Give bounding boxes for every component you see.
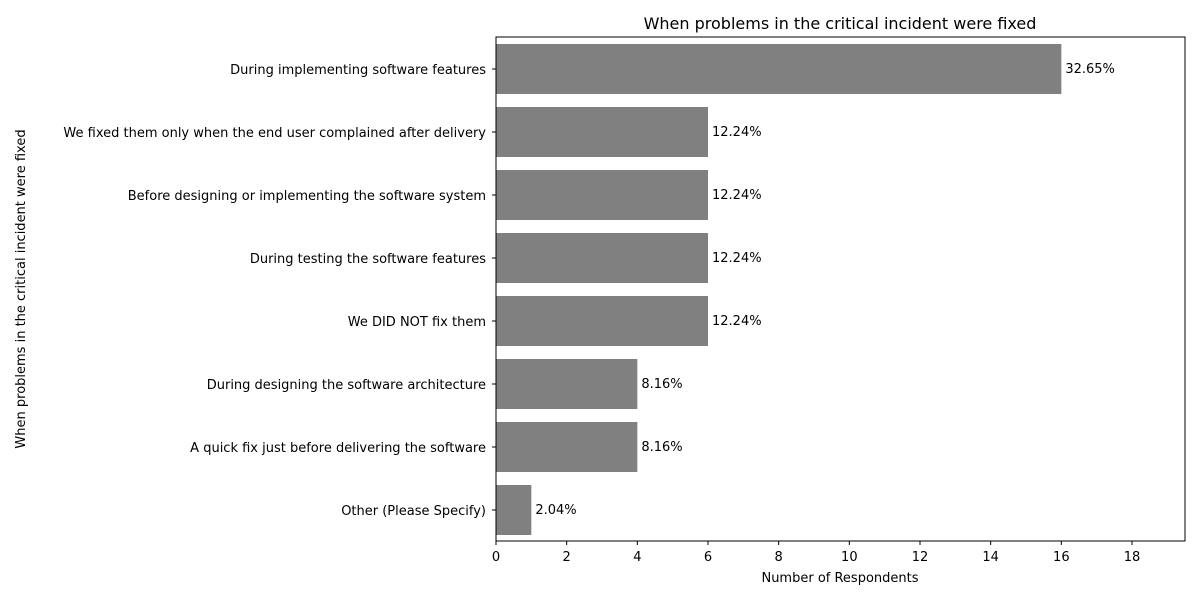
data-label: 32.65% bbox=[1065, 62, 1115, 77]
bar bbox=[496, 359, 638, 409]
data-label: 12.24% bbox=[712, 251, 762, 266]
x-axis-ticks: 0 2 4 6 8 10 12 14 16 18 bbox=[492, 541, 1140, 565]
data-label: 12.24% bbox=[712, 314, 762, 329]
category-label: During testing the software features bbox=[250, 252, 486, 267]
bar bbox=[496, 170, 708, 220]
x-axis-title: Number of Respondents bbox=[761, 571, 918, 586]
x-tick-label: 16 bbox=[1053, 550, 1070, 565]
data-label: 2.04% bbox=[535, 503, 576, 518]
chart-title: When problems in the critical incident w… bbox=[644, 14, 1037, 33]
x-tick-label: 4 bbox=[633, 550, 641, 565]
bar bbox=[496, 233, 708, 283]
category-labels: During implementing software features We … bbox=[63, 63, 496, 519]
x-tick-label: 12 bbox=[912, 550, 929, 565]
category-label: Before designing or implementing the sof… bbox=[128, 189, 486, 204]
x-tick-label: 18 bbox=[1124, 550, 1141, 565]
x-tick-label: 10 bbox=[841, 550, 858, 565]
category-label: Other (Please Specify) bbox=[341, 504, 486, 519]
bar bbox=[496, 296, 708, 346]
x-tick-label: 6 bbox=[704, 550, 712, 565]
x-tick-label: 2 bbox=[563, 550, 571, 565]
data-label: 12.24% bbox=[712, 188, 762, 203]
bar bbox=[496, 44, 1062, 94]
x-tick-label: 14 bbox=[982, 550, 999, 565]
category-label: We DID NOT fix them bbox=[348, 315, 486, 330]
data-labels: 32.65% 12.24% 12.24% 12.24% 12.24% 8.16% 8.16%… bbox=[535, 62, 1115, 518]
x-tick-label: 0 bbox=[492, 550, 500, 565]
category-label: During designing the software architectu… bbox=[207, 378, 486, 393]
bar bbox=[496, 422, 638, 472]
category-label: We fixed them only when the end user com… bbox=[63, 126, 486, 141]
plot-frame bbox=[495, 36, 1186, 542]
bars-group bbox=[496, 44, 1062, 535]
data-label: 12.24% bbox=[712, 125, 762, 140]
x-tick-label: 8 bbox=[775, 550, 783, 565]
data-label: 8.16% bbox=[641, 440, 682, 455]
bar bbox=[496, 107, 708, 157]
category-label: During implementing software features bbox=[230, 63, 486, 78]
data-label: 8.16% bbox=[641, 377, 682, 392]
y-axis-title: When problems in the critical incident w… bbox=[14, 129, 29, 448]
category-label: A quick fix just before delivering the s… bbox=[190, 441, 486, 456]
bar bbox=[496, 485, 532, 535]
